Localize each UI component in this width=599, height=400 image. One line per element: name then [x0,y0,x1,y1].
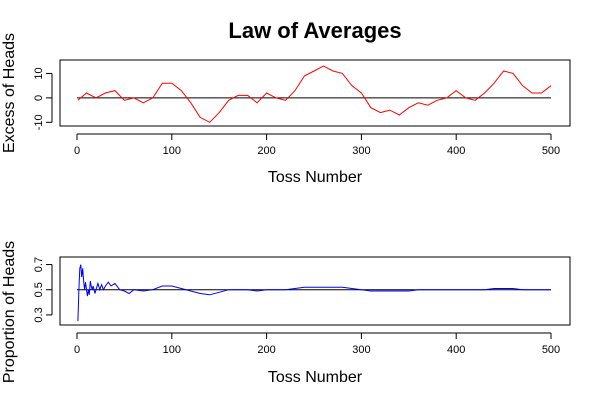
y-axis-label-top: Excess of Heads [1,33,18,153]
chart-title: Law of Averages [228,18,401,43]
x-tick-label-top: 100 [163,145,181,157]
plot-area-bottom: 0 100 200 300 400 500 0.3 0.5 0.7 [33,257,560,356]
x-tick-label-bottom: 400 [447,344,465,356]
x-tick-label-top: 400 [447,145,465,157]
x-tick-label-bottom: 100 [163,344,181,356]
x-tick-label-bottom: 500 [542,344,560,356]
x-tick-label-top: 200 [257,145,275,157]
x-tick-label-bottom: 0 [74,344,80,356]
plot-frame-top [59,59,571,127]
series-line-bottom [77,264,551,322]
plot-frame-bottom [59,256,571,326]
y-axis-label-bottom: Proportion of Heads [1,241,18,383]
x-tick-label-top: 500 [542,145,560,157]
y-tick-label-bottom: 0.7 [33,257,45,272]
x-axis-label-top: Toss Number [268,169,363,186]
series-line-top [77,65,552,123]
x-tick-label-bottom: 300 [352,344,370,356]
y-tick-label-top: 10 [33,67,45,79]
x-axis-label-bottom: Toss Number [268,369,363,386]
x-tick-label-top: 0 [74,145,80,157]
plot-area-top: 0 100 200 300 400 500 -10 0 10 [33,65,560,157]
y-tick-label-top: 0 [33,95,45,101]
x-tick-label-top: 300 [352,145,370,157]
panel-excess-of-heads: 0 100 200 300 400 500 -10 0 10 Excess of Heads T… [1,33,571,186]
x-tick-label-bottom: 200 [257,344,275,356]
y-tick-label-bottom: 0.5 [33,282,45,297]
y-tick-label-top: -10 [33,114,45,130]
y-tick-label-bottom: 0.3 [33,307,45,322]
panel-proportion-of-heads: 0 100 200 300 400 500 0.3 0.5 0.7 Proportion of … [1,241,571,386]
